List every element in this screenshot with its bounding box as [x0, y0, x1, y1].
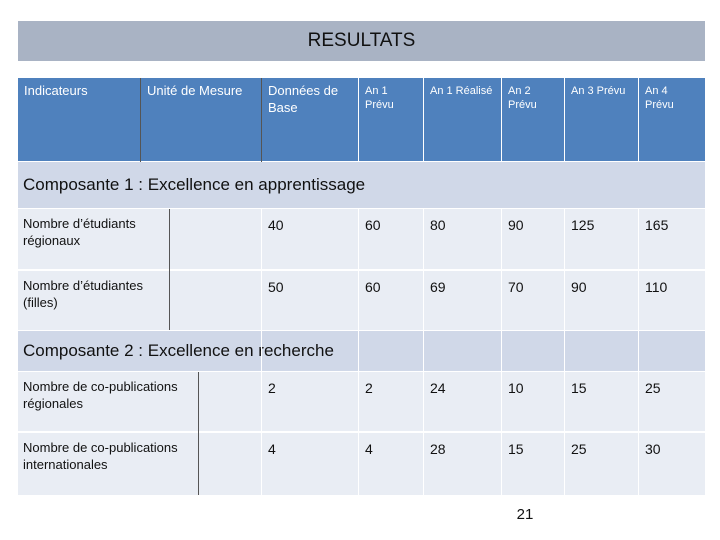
indicator-label: Nombre de co-publications régionales [23, 379, 178, 411]
unit-cell [199, 372, 261, 431]
column-divider [638, 78, 639, 162]
column-divider [501, 78, 502, 162]
an3-prevu-value: 25 [571, 441, 587, 457]
header-an3-prevu: An 3 Prévu [565, 78, 638, 161]
an4-prevu-value: 30 [645, 441, 661, 457]
indicator-label: Nombre d’étudiants régionaux [23, 216, 136, 248]
column-divider [198, 372, 199, 495]
column-divider [140, 78, 141, 162]
indicator-label: Nombre de co-publications internationale… [23, 440, 178, 472]
column-divider [169, 209, 170, 330]
unit-cell [170, 209, 260, 269]
an1-realise-value: 28 [430, 441, 446, 457]
header-an1-prevu: An 1 Prévu [359, 78, 423, 161]
header-an1-realise: An 1 Réalisé [424, 78, 501, 161]
header-an2-prevu: An 2 Prévu [502, 78, 564, 161]
base-value: 50 [268, 279, 284, 295]
an1-prevu-value: 60 [365, 217, 381, 233]
column-divider [358, 209, 359, 495]
results-title-bar: RESULTATS [18, 21, 705, 61]
base-value: 4 [268, 441, 276, 457]
section-title: Composante 2 : Excellence en recherche [23, 341, 334, 360]
column-divider [261, 78, 262, 162]
column-divider [638, 209, 639, 495]
an1-realise-value: 80 [430, 217, 446, 233]
an4-prevu-value: 110 [645, 279, 668, 295]
header-donnees-de-base: Données de Base [262, 78, 358, 161]
page-number: 21 [516, 506, 534, 523]
table-row: Nombre de co-publications régionales 2 2… [18, 372, 705, 431]
section-band: Composante 2 : Excellence en recherche [18, 331, 705, 371]
column-divider [358, 78, 359, 162]
column-divider [564, 78, 565, 162]
an4-prevu-value: 165 [645, 217, 669, 233]
table-row: Nombre d’étudiantes (filles) 50 60 69 70… [18, 271, 705, 330]
column-divider [564, 209, 565, 495]
an1-realise-value: 24 [430, 380, 446, 396]
column-divider [501, 209, 502, 495]
column-divider [423, 78, 424, 162]
an2-prevu-value: 90 [508, 217, 524, 233]
an2-prevu-value: 10 [508, 380, 524, 396]
header-unite-de-mesure: Unité de Mesure [141, 78, 261, 161]
an1-prevu-value: 4 [365, 441, 373, 457]
an1-realise-value: 69 [430, 279, 446, 295]
base-value: 2 [268, 380, 276, 396]
an1-prevu-value: 2 [365, 380, 373, 396]
an4-prevu-value: 25 [645, 380, 661, 396]
base-value: 40 [268, 217, 284, 233]
unit-cell [170, 271, 260, 330]
page-title: RESULTATS [307, 30, 416, 51]
header-an4-prevu: An 4 Prévu [639, 78, 705, 161]
an3-prevu-value: 90 [571, 279, 587, 295]
column-divider [261, 209, 262, 495]
table-row: Nombre d’étudiants régionaux 40 60 80 90… [18, 209, 705, 269]
an2-prevu-value: 70 [508, 279, 524, 295]
an2-prevu-value: 15 [508, 441, 524, 457]
unit-cell [199, 433, 261, 495]
header-indicateurs: Indicateurs [18, 78, 140, 161]
section-title: Composante 1 : Excellence en apprentissa… [23, 175, 366, 194]
an1-prevu-value: 60 [365, 279, 381, 295]
indicator-label: Nombre d’étudiantes (filles) [23, 278, 143, 310]
section-band: Composante 1 : Excellence en apprentissa… [18, 162, 705, 208]
table-row: Nombre de co-publications internationale… [18, 433, 705, 495]
column-divider [423, 209, 424, 495]
an3-prevu-value: 15 [571, 380, 587, 396]
an3-prevu-value: 125 [571, 217, 595, 233]
